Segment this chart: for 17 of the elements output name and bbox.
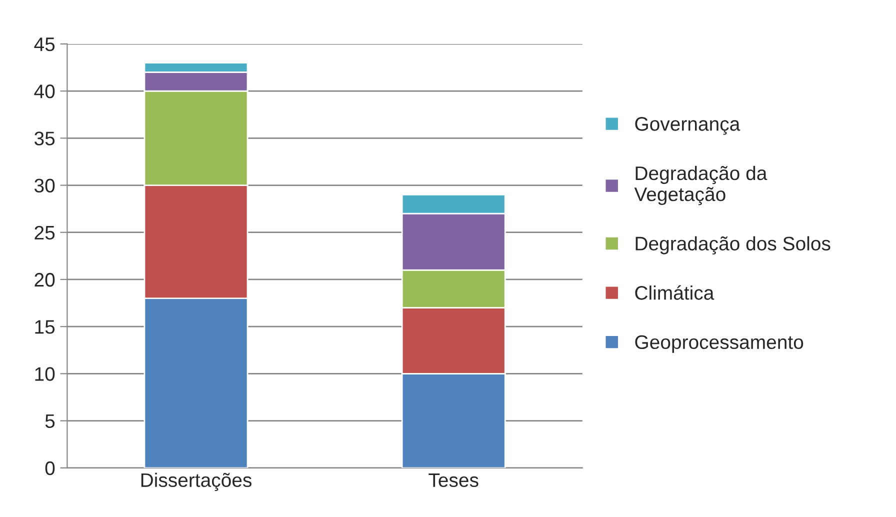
y-tick-label: 35: [34, 132, 55, 146]
y-tick-label: 5: [45, 414, 55, 428]
legend-label: Degradação da Vegetação: [634, 166, 768, 206]
y-tick-label: 25: [34, 226, 55, 240]
y-tick-label: 15: [35, 320, 55, 334]
legend-label: Governança: [635, 117, 740, 135]
y-tick-label: 10: [35, 367, 55, 381]
x-tick-label: Dissertações: [141, 472, 252, 491]
y-tick-label: 45: [34, 38, 55, 52]
y-tick-label: 0: [45, 461, 55, 476]
legend-label: Degradação dos Solos: [636, 236, 830, 254]
x-tick-label: Teses: [428, 473, 478, 488]
legend-label: Geoprocessamento: [635, 335, 804, 353]
y-tick-label: 20: [34, 272, 55, 287]
y-tick-label: 40: [34, 84, 55, 98]
y-tick-label: 30: [34, 178, 55, 192]
legend-label: Climática: [635, 285, 714, 300]
